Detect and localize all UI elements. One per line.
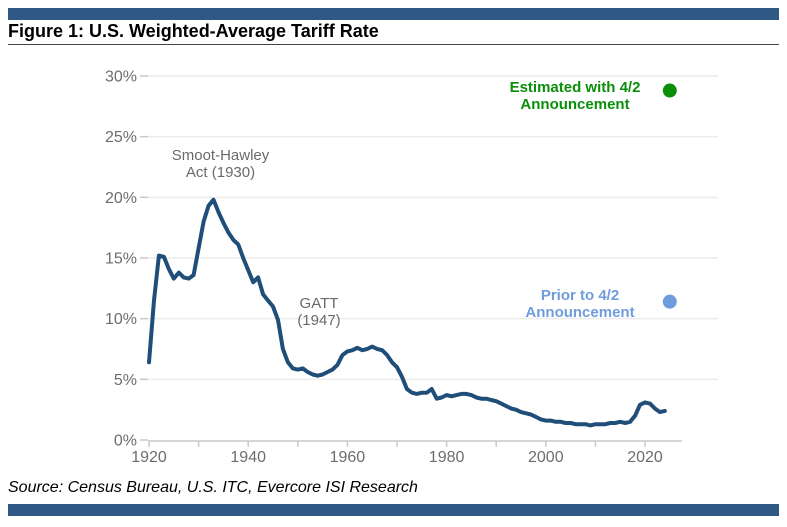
tariff-rate-line bbox=[147, 197, 667, 428]
bottom-divider-bar bbox=[8, 504, 779, 516]
y-axis-label: 10% bbox=[105, 311, 137, 328]
top-divider-bar bbox=[8, 8, 779, 20]
estimated-4-2-dot bbox=[662, 83, 677, 98]
y-axis-label: 0% bbox=[114, 433, 137, 450]
y-axis-label: 15% bbox=[105, 250, 137, 267]
figure-title: Figure 1: U.S. Weighted-Average Tariff R… bbox=[8, 21, 379, 41]
x-axis-label: 1940 bbox=[230, 449, 266, 466]
annotation-estimated-4-2: Estimated with 4/2 Announcement bbox=[509, 79, 641, 113]
x-axis-label: 1960 bbox=[330, 449, 366, 466]
source-note: Source: Census Bureau, U.S. ITC, Evercor… bbox=[8, 479, 418, 496]
x-axis-label: 2000 bbox=[528, 449, 564, 466]
y-axis-label: 20% bbox=[105, 190, 137, 207]
x-axis-label: 1980 bbox=[429, 449, 465, 466]
title-underline bbox=[8, 44, 779, 45]
annotation-prior-4-2: Prior to 4/2 Announcement bbox=[525, 287, 635, 321]
annotation-gatt: GATT (1947) bbox=[297, 295, 341, 329]
y-axis-label: 30% bbox=[105, 68, 137, 85]
x-axis-label: 2020 bbox=[627, 449, 663, 466]
annotation-smoot-hawley: Smoot-Hawley Act (1930) bbox=[171, 147, 270, 181]
prior-4-2-dot bbox=[662, 294, 677, 309]
y-axis-label: 5% bbox=[114, 372, 137, 389]
y-axis-label: 25% bbox=[105, 129, 137, 146]
x-axis-label: 1920 bbox=[131, 449, 167, 466]
